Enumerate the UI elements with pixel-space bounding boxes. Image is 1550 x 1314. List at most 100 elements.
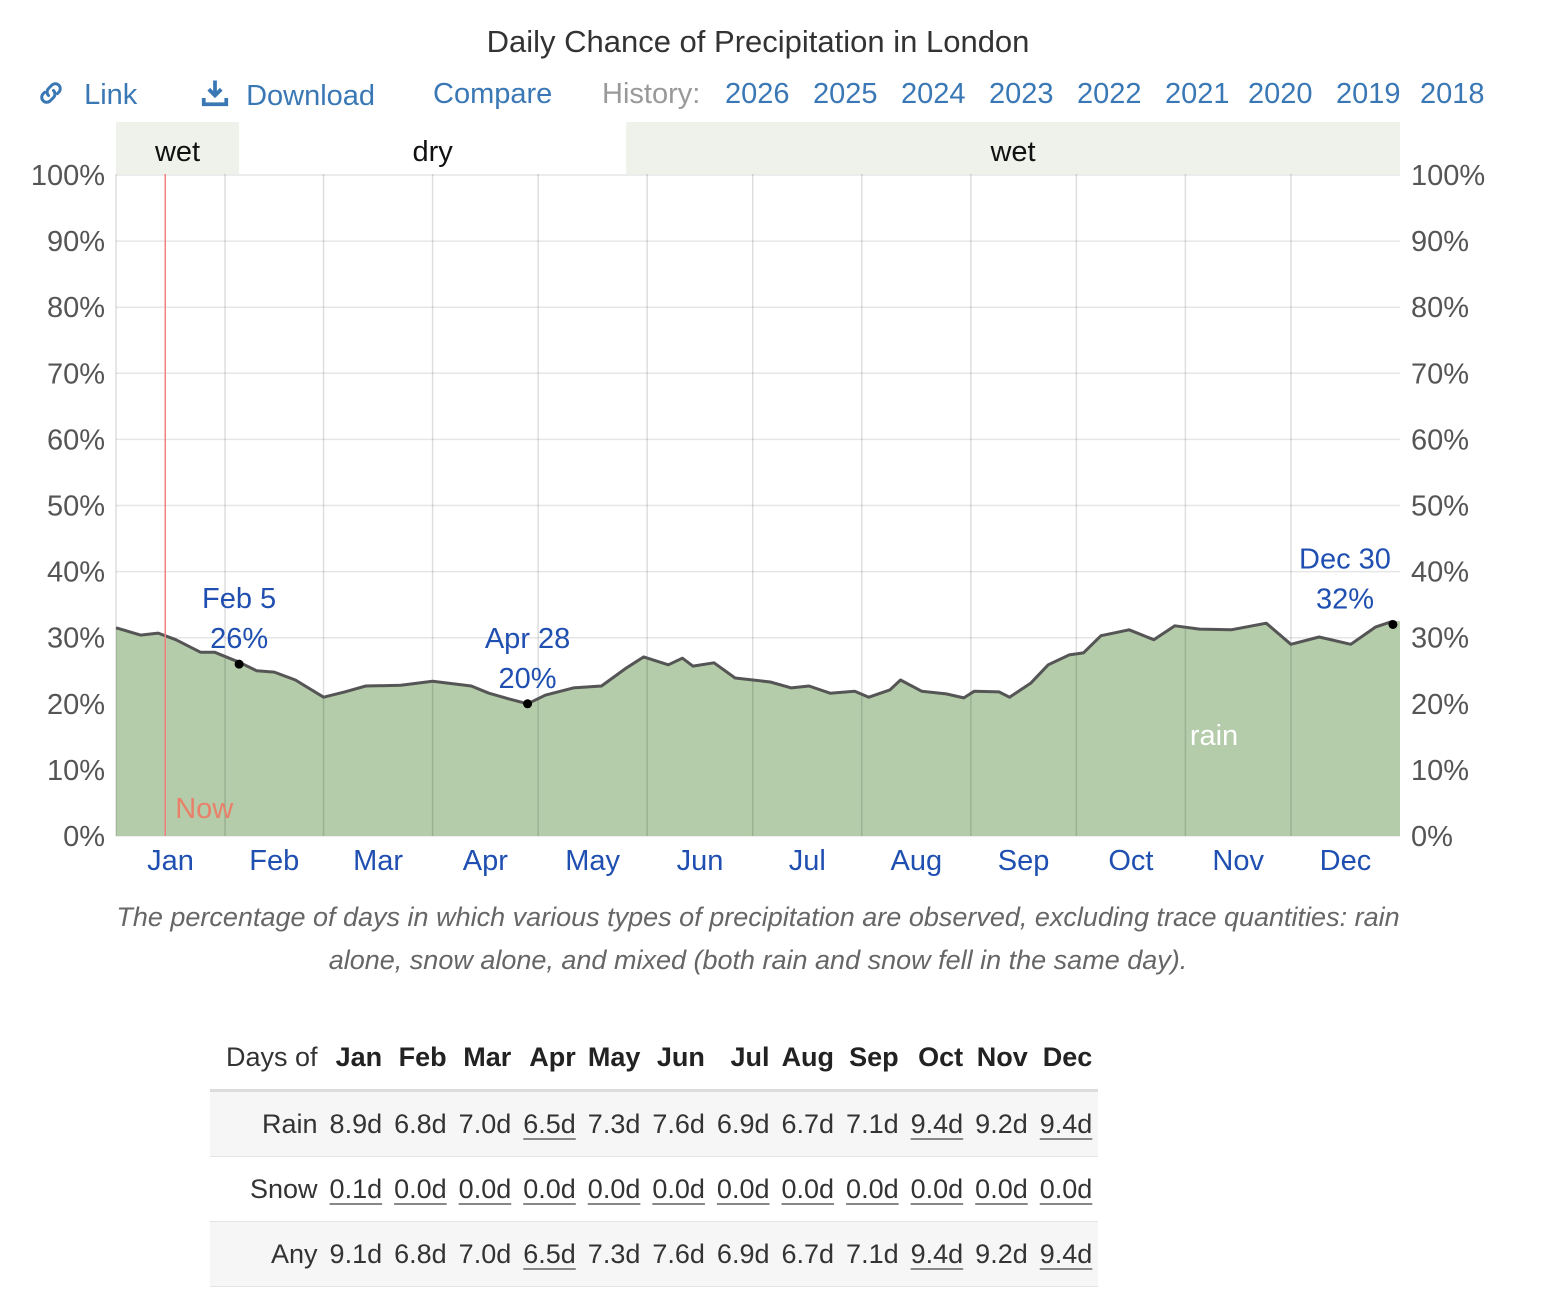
link-label: Link xyxy=(84,79,138,111)
season-label: dry xyxy=(412,136,453,168)
compare-link[interactable]: Compare xyxy=(433,78,553,110)
now-label: Now xyxy=(175,793,234,825)
table-cell: 9.1d xyxy=(329,1238,383,1269)
table-header-month: Jun xyxy=(656,1041,705,1072)
history-year-2021[interactable]: 2021 xyxy=(1165,78,1230,110)
history-year-2023[interactable]: 2023 xyxy=(989,78,1054,110)
x-tick-month: Feb xyxy=(249,845,299,877)
y-tick-left: 70% xyxy=(47,358,105,390)
table-cell: 0.0d xyxy=(840,1157,905,1222)
table-header-label: Days of xyxy=(226,1041,318,1072)
table-cell: 9.2d xyxy=(975,1108,1028,1139)
x-tick-month: Oct xyxy=(1108,845,1153,877)
table-cell: 8.9d xyxy=(329,1108,383,1139)
table-row: Any 9.1d 6.8d 7.0d 6.5d 7.3d 7.6d 6.9d 6.7d 7.1d 9… xyxy=(210,1221,1099,1287)
x-tick-month: Sep xyxy=(998,845,1050,877)
table-cell: 6.8d xyxy=(394,1238,447,1269)
table-cell: 6.7d xyxy=(781,1108,835,1139)
table-cell-link[interactable]: 6.5d xyxy=(523,1238,576,1269)
table-cell: 6.5d xyxy=(517,1222,582,1287)
x-tick-month: Jan xyxy=(147,845,194,877)
y-tick-right: 50% xyxy=(1411,491,1469,523)
table-cell-link[interactable]: 6.5d xyxy=(523,1108,576,1139)
table-cell: 0.0d xyxy=(517,1157,582,1222)
download-button[interactable]: Download xyxy=(200,78,375,113)
table-cell: 0.0d xyxy=(969,1157,1034,1222)
table-cell-link[interactable]: 0.0d xyxy=(652,1173,705,1204)
table-cell-link[interactable]: 0.0d xyxy=(587,1173,641,1204)
table-header-month: May xyxy=(587,1041,641,1072)
table-cell-link[interactable]: 9.4d xyxy=(910,1108,964,1139)
table-header-row: Days of Jan Feb Mar Apr May Jun Jul Aug Sep Oct Nov… xyxy=(210,1025,1099,1091)
chart-caption: The percentage of days in which various … xyxy=(116,902,1400,975)
x-tick-month: Nov xyxy=(1212,845,1264,877)
y-tick-left: 20% xyxy=(47,689,105,721)
table-cell: 7.3d xyxy=(587,1238,641,1269)
link-button[interactable]: Link xyxy=(36,78,137,112)
y-tick-right: 40% xyxy=(1411,557,1469,589)
row-label: Any xyxy=(271,1238,318,1269)
y-tick-left: 100% xyxy=(31,160,105,192)
table-cell: 7.1d xyxy=(846,1238,899,1269)
table-cell: 0.1d xyxy=(324,1157,389,1222)
table-cell-link[interactable]: 9.4d xyxy=(1039,1108,1093,1139)
table-cell-link[interactable]: 0.0d xyxy=(781,1173,835,1204)
table-cell: 0.0d xyxy=(453,1157,518,1222)
row-label: Rain xyxy=(262,1108,318,1139)
table-cell: 9.4d xyxy=(905,1091,970,1157)
x-tick-month: Mar xyxy=(353,845,403,877)
table-header-month: Feb xyxy=(398,1041,447,1072)
table-cell: 0.0d xyxy=(1034,1157,1099,1222)
rain-line xyxy=(115,619,1394,706)
table-cell-link[interactable]: 0.0d xyxy=(910,1173,964,1204)
annotation-date: Dec 30 xyxy=(1299,543,1391,575)
table-cell-link[interactable]: 9.4d xyxy=(1039,1238,1093,1269)
history-year-2025[interactable]: 2025 xyxy=(813,78,878,110)
table-cell-link[interactable]: 0.0d xyxy=(523,1173,576,1204)
table-header-month: Oct xyxy=(918,1041,964,1072)
series-label-rain: rain xyxy=(1190,720,1238,752)
annotation-dot xyxy=(1388,619,1398,629)
annotation-date: Apr 28 xyxy=(485,623,570,655)
y-tick-left: 30% xyxy=(47,623,105,655)
table-cell-link[interactable]: 0.0d xyxy=(458,1173,512,1204)
y-tick-right: 90% xyxy=(1411,226,1469,258)
table-header-month: Jul xyxy=(730,1041,770,1072)
y-tick-left: 50% xyxy=(47,491,105,523)
table-cell: 9.4d xyxy=(905,1222,970,1287)
table-header-month: Aug xyxy=(781,1041,835,1072)
y-tick-left: 40% xyxy=(47,557,105,589)
y-tick-right: 70% xyxy=(1411,358,1469,390)
annotation-value: 32% xyxy=(1316,583,1374,615)
y-tick-right: 30% xyxy=(1411,623,1469,655)
table-cell: 0.0d xyxy=(711,1157,776,1222)
x-tick-month: Dec xyxy=(1320,845,1372,877)
table-cell-link[interactable]: 9.4d xyxy=(910,1238,964,1269)
table-cell: 7.1d xyxy=(846,1108,899,1139)
precipitation-chart: wet dry wet 0% 0% 10% 10% 20% 20% 30% 30% 40% 40% 50%… xyxy=(31,122,1485,877)
history-year-2022[interactable]: 2022 xyxy=(1077,78,1142,110)
history-year-2026[interactable]: 2026 xyxy=(725,78,790,110)
table-cell-link[interactable]: 0.1d xyxy=(329,1173,383,1204)
table-cell-link[interactable]: 0.0d xyxy=(1039,1173,1093,1204)
table-cell: 6.5d xyxy=(517,1091,582,1157)
table-cell-link[interactable]: 0.0d xyxy=(394,1173,447,1204)
annotation-dot xyxy=(234,659,244,669)
y-tick-left: 0% xyxy=(63,821,105,853)
y-tick-right: 10% xyxy=(1411,755,1469,787)
table-cell: 9.2d xyxy=(975,1238,1028,1269)
y-tick-right: 0% xyxy=(1411,821,1453,853)
history-year-2020[interactable]: 2020 xyxy=(1248,78,1313,110)
table-cell: 7.6d xyxy=(652,1238,705,1269)
history-year-2019[interactable]: 2019 xyxy=(1336,78,1401,110)
history-year-2024[interactable]: 2024 xyxy=(901,78,966,110)
table-row: Rain 8.9d 6.8d 7.0d 6.5d 7.3d 7.6d 6.9d 6.7d 7.1d… xyxy=(210,1090,1099,1157)
y-tick-right: 20% xyxy=(1411,689,1469,721)
table-cell-link[interactable]: 0.0d xyxy=(716,1173,770,1204)
download-label: Download xyxy=(246,80,376,112)
annotation-dot xyxy=(523,699,533,709)
history-year-2018[interactable]: 2018 xyxy=(1420,78,1485,110)
history-label: History: xyxy=(602,78,701,110)
table-cell-link[interactable]: 0.0d xyxy=(846,1173,899,1204)
table-cell-link[interactable]: 0.0d xyxy=(975,1173,1028,1204)
